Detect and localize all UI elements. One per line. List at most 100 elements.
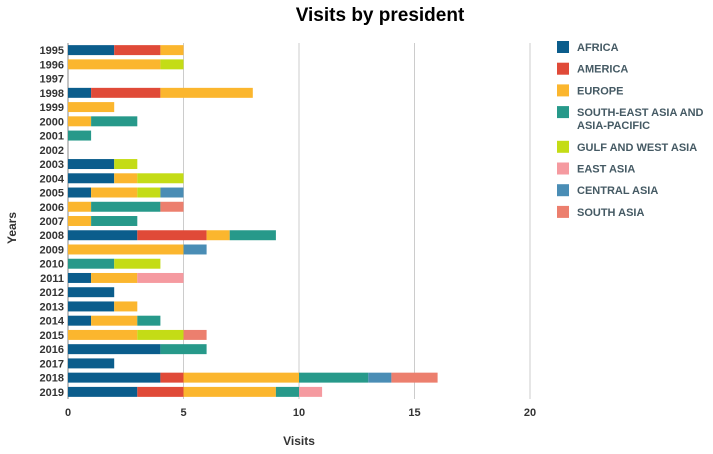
bar-segment [68, 315, 92, 326]
bar-segment [91, 315, 138, 326]
bar-segment [183, 329, 207, 340]
legend-label-line: SOUTH ASIA [577, 207, 644, 219]
bar-segment [68, 173, 115, 184]
bar-segment [68, 116, 92, 127]
x-tick-label: 0 [65, 407, 71, 419]
legend-label-line: GULF AND WEST ASIA [577, 142, 697, 154]
bar-segment [114, 45, 161, 56]
bar-segment [299, 386, 323, 397]
legend-label: AMERICA [577, 64, 628, 76]
legend-swatch [557, 41, 569, 53]
bar-segment [160, 201, 184, 212]
legend-swatch [557, 184, 569, 197]
legend: AFRICA AMERICA EUROPE SOUTH-EAST ASIA AND AS… [557, 41, 704, 219]
legend-label: GULF AND WEST ASIA [577, 142, 697, 154]
legend-swatch [557, 205, 569, 218]
bar-segment [68, 287, 115, 298]
bar-segment [229, 230, 276, 241]
bar-segment [91, 272, 138, 283]
bars [68, 45, 438, 397]
y-tick-label: 2014 [40, 316, 65, 328]
legend-label: EUROPE [577, 85, 623, 97]
legend-swatch [557, 106, 569, 119]
y-tick-label: 2007 [40, 216, 64, 228]
y-tick-label: 2013 [40, 301, 64, 313]
legend-label-line: AFRICA [577, 42, 619, 54]
x-tick-label: 20 [524, 407, 536, 419]
y-tick-label: 2017 [40, 358, 64, 370]
y-tick-label: 2003 [40, 159, 64, 171]
bar-segment [68, 372, 161, 383]
y-tick-label: 1999 [40, 102, 64, 114]
y-tick-label: 2009 [40, 244, 64, 256]
y-tick-label: 1998 [40, 88, 64, 100]
bar-segment [114, 301, 138, 312]
bar-segment [114, 173, 138, 184]
legend-label: EAST ASIA [577, 164, 635, 176]
y-tick-label: 2002 [40, 145, 64, 157]
y-tick-label: 2012 [40, 287, 64, 299]
y-tick-label: 2018 [40, 373, 64, 385]
y-tick-label: 1996 [40, 59, 64, 71]
x-tick-label: 5 [180, 407, 186, 419]
bar-segment [91, 187, 138, 198]
y-tick-label: 2005 [40, 188, 64, 200]
bar-segment [68, 329, 138, 340]
bar-segment [114, 258, 161, 269]
bar-segment [68, 59, 161, 70]
y-tick-label: 1997 [40, 74, 64, 86]
bar-segment [368, 372, 392, 383]
bar-segment [160, 372, 184, 383]
bar-segment [137, 386, 184, 397]
legend-label-line: ASIA-PACIFIC [577, 120, 650, 132]
bar-segment [299, 372, 369, 383]
bar-segment [183, 372, 299, 383]
bar-segment [68, 45, 115, 56]
bar-segment [183, 386, 276, 397]
x-tick-label: 10 [293, 407, 305, 419]
bar-segment [68, 272, 92, 283]
y-tick-label: 2016 [40, 344, 64, 356]
y-axis-label: Years [5, 212, 19, 244]
legend-label: AFRICA [577, 42, 619, 54]
y-tick-label: 2019 [40, 387, 64, 399]
bar-segment [68, 230, 138, 241]
y-tick-label: 2006 [40, 202, 64, 214]
bar-segment [160, 344, 207, 355]
bar-segment [137, 187, 161, 198]
chart-title: Visits by president [296, 5, 465, 26]
legend-label: SOUTH ASIA [577, 207, 644, 219]
legend-swatch [557, 140, 569, 153]
bar-segment [68, 159, 115, 170]
y-tick-label: 2004 [40, 173, 65, 185]
y-tick-label: 2000 [40, 116, 64, 128]
bar-segment [137, 315, 161, 326]
bar-segment [160, 187, 184, 198]
bar-segment [91, 116, 138, 127]
x-tick-label: 15 [408, 407, 420, 419]
bar-segment [68, 87, 92, 98]
legend-label-line: CENTRAL ASIA [577, 185, 658, 197]
bar-segment [137, 329, 184, 340]
bar-segment [183, 244, 207, 255]
x-axis-label: Visits [283, 434, 315, 448]
bar-segment [160, 87, 253, 98]
bar-segment [137, 173, 184, 184]
bar-segment [137, 272, 184, 283]
bar-segment [68, 301, 115, 312]
legend-label-line: EAST ASIA [577, 164, 635, 176]
legend-swatch [557, 162, 569, 175]
bar-segment [275, 386, 299, 397]
y-tick-label: 1995 [40, 45, 64, 57]
legend-label: CENTRAL ASIA [577, 185, 658, 197]
legend-label-line: EUROPE [577, 85, 623, 97]
bar-segment [91, 216, 138, 226]
legend-swatch [557, 84, 569, 97]
bar-segment [137, 230, 207, 241]
bar-segment [68, 344, 161, 355]
bar-segment [391, 372, 438, 383]
bar-segment [68, 201, 92, 212]
bar-segment [68, 216, 92, 226]
y-tick-label: 2008 [40, 230, 64, 242]
